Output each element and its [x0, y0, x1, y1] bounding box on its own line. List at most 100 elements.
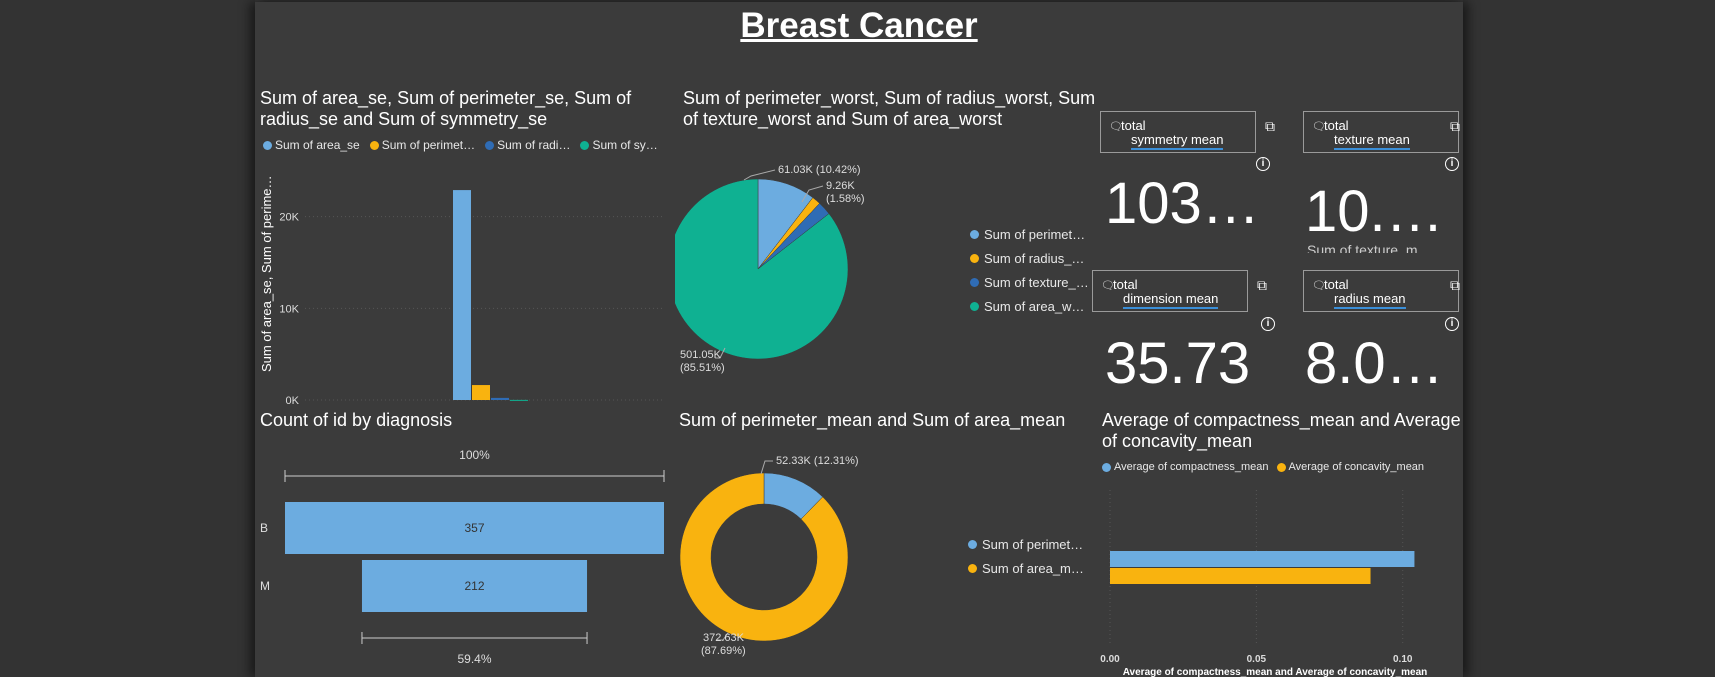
kpi-label-line-2: dimension mean [1123, 291, 1219, 309]
mean-donut-chart[interactable]: 52.33K (12.31%) 372.63K(87.69%) [675, 447, 975, 672]
area-se-bar-chart[interactable]: 0K 10K 20K Sum of area_se, Sum of perime… [255, 162, 675, 412]
bar-average-of-concavity_mean [1110, 568, 1371, 584]
area-se-legend[interactable]: Sum of area_se Sum of perimet… Sum of ra… [263, 138, 658, 152]
legend-label: Sum of area_se [275, 138, 360, 152]
legend-item-radius-se[interactable]: Sum of radi… [485, 138, 570, 152]
legend-item-symmetry-se[interactable]: Sum of sy… [580, 138, 658, 152]
x-tick-label: 0.00 [1100, 654, 1120, 665]
data-label: (1.58%) [826, 193, 865, 205]
legend-label: Sum of radius_… [984, 250, 1085, 266]
hierarchy-icon[interactable]: ⧉ [1265, 118, 1275, 134]
kpi-value-radius-mean: 8.0… [1305, 331, 1444, 396]
data-label: 501.05K [680, 349, 722, 361]
bar-sum-of-radius_se [491, 397, 509, 400]
compactness-chart-title-line-2: of concavity_mean [1102, 431, 1253, 451]
compactness-bar-chart[interactable]: 0.00 0.05 0.10 Average of compactness_mean … [1095, 482, 1455, 677]
legend-label: Sum of perimet… [381, 138, 476, 152]
kpi-label-dimension-mean[interactable]: 🗨 total dimension mean [1092, 270, 1248, 312]
compactness-legend[interactable]: Average of compactness_mean Average of c… [1102, 461, 1424, 473]
funnel-value-label: 212 [464, 579, 484, 593]
legend-item-radius-worst[interactable]: Sum of radius_… [970, 246, 1089, 270]
comment-icon[interactable]: 🗨 [1312, 121, 1326, 133]
legend-item-area-se[interactable]: Sum of area_se [263, 138, 360, 152]
kpi-subtitle-texture-mean: Sum of texture_m [1307, 242, 1418, 253]
funnel-top-percent: 100% [459, 448, 490, 462]
x-tick-label: 0.05 [1247, 654, 1267, 665]
funnel-value-label: 357 [464, 521, 484, 535]
info-icon[interactable]: i [1445, 157, 1459, 171]
kpi-label-line-2: radius mean [1334, 291, 1406, 309]
legend-label: Sum of texture_… [984, 274, 1089, 290]
funnel-category-label: M [260, 579, 270, 593]
legend-label: Average of compactness_mean [1114, 461, 1269, 473]
kpi-label-texture-mean[interactable]: 🗨 total texture mean [1303, 111, 1459, 153]
y-tick-label: 10K [279, 303, 299, 315]
data-label: 61.03K (10.42%) [778, 164, 861, 176]
diagnosis-chart-title: Count of id by diagnosis [260, 410, 453, 430]
slice-sum-of-area_mean [679, 472, 849, 642]
funnel-bottom-percent: 59.4% [457, 652, 491, 666]
mean-donut-legend[interactable]: Sum of perimet… Sum of area_m… [968, 532, 1084, 580]
legend-item-perimeter-mean[interactable]: Sum of perimet… [968, 532, 1084, 556]
kpi-label-line-1: total [1324, 118, 1349, 133]
legend-item-perimeter-se[interactable]: Sum of perimet… [369, 138, 476, 152]
worst-pie-chart[interactable]: 61.03K (10.42%) 9.26K(1.58%) 501.05K(85.51… [675, 152, 975, 382]
slice-sum-of-area_worst [675, 178, 849, 360]
leader-line [743, 169, 776, 181]
data-label: 372.63K [703, 632, 745, 644]
funnel-bar-B [285, 502, 664, 554]
info-icon[interactable]: i [1256, 157, 1270, 171]
data-label: 9.26K [826, 180, 855, 192]
area-se-chart-title: Sum of area_se, Sum of perimeter_se, Sum… [260, 88, 631, 130]
legend-item-texture-worst[interactable]: Sum of texture_… [970, 270, 1089, 294]
bar-sum-of-perimeter_se [472, 385, 490, 400]
legend-label: Sum of perimet… [982, 536, 1084, 552]
worst-pie-title: Sum of perimeter_worst, Sum of radius_wo… [683, 88, 1095, 130]
legend-item-area-mean[interactable]: Sum of area_m… [968, 556, 1084, 580]
kpi-value-texture-mean: 10.… [1305, 179, 1444, 244]
legend-label: Sum of sy… [592, 138, 658, 152]
kpi-label-radius-mean[interactable]: 🗨 total radius mean [1303, 270, 1459, 312]
right-background [1463, 0, 1715, 677]
y-tick-label: 20K [279, 212, 299, 224]
y-tick-label: 0K [286, 395, 300, 407]
hierarchy-icon[interactable]: ⧉ [1450, 277, 1460, 293]
kpi-label-line-2: symmetry mean [1131, 132, 1224, 150]
hierarchy-icon[interactable]: ⧉ [1450, 118, 1460, 134]
mean-donut-title: Sum of perimeter_mean and Sum of area_me… [679, 410, 1066, 430]
worst-pie-title-line-2: of texture_worst and Sum of area_worst [683, 109, 1003, 129]
hierarchy-icon[interactable]: ⧉ [1257, 277, 1267, 293]
data-label: (87.69%) [701, 645, 746, 657]
kpi-value-symmetry-mean: 103… [1105, 171, 1260, 236]
funnel-bar-M [361, 560, 588, 612]
legend-label: Sum of perimet… [984, 226, 1086, 242]
legend-item-compactness[interactable]: Average of compactness_mean [1102, 461, 1269, 473]
data-label: 52.33K (12.31%) [776, 455, 859, 467]
kpi-value-dimension-mean: 35.73 [1105, 331, 1251, 396]
kpi-label-symmetry-mean[interactable]: 🗨 total symmetry mean [1100, 111, 1256, 153]
comment-icon[interactable]: 🗨 [1101, 280, 1115, 292]
dashboard-title: Breast Cancer [740, 6, 978, 45]
info-icon[interactable]: i [1261, 317, 1275, 331]
diagnosis-funnel-chart[interactable]: 100% 357 B 212 M 59.4% [255, 437, 675, 677]
leader-line [717, 632, 729, 641]
worst-pie-title-line-1: Sum of perimeter_worst, Sum of radius_wo… [683, 88, 1096, 108]
worst-pie-legend[interactable]: Sum of perimet… Sum of radius_… Sum of t… [970, 222, 1089, 318]
legend-label: Average of concavity_mean [1288, 461, 1425, 473]
legend-item-perimeter-worst[interactable]: Sum of perimet… [970, 222, 1089, 246]
bar-sum-of-symmetry_se [510, 399, 528, 401]
comment-icon[interactable]: 🗨 [1109, 121, 1123, 133]
area-se-chart-title-line-1: Sum of area_se, Sum of perimeter_se, Sum… [260, 88, 632, 108]
x-axis-label: Average of compactness_mean and Average … [1123, 667, 1428, 677]
report-canvas: Breast Cancer Sum of area_se, Sum of per… [255, 2, 1463, 677]
leader-line [801, 185, 824, 203]
info-icon[interactable]: i [1445, 317, 1459, 331]
legend-item-area-worst[interactable]: Sum of area_w… [970, 294, 1089, 318]
comment-icon[interactable]: 🗨 [1312, 280, 1326, 292]
legend-item-concavity[interactable]: Average of concavity_mean [1276, 461, 1425, 473]
bar-average-of-compactness_mean [1110, 551, 1415, 567]
compactness-chart-title-line-1: Average of compactness_mean and Average [1102, 410, 1461, 430]
kpi-label-line-1: total [1324, 277, 1349, 292]
y-axis-label: Sum of area_se, Sum of perime… [259, 175, 274, 372]
funnel-category-label: B [260, 521, 268, 535]
